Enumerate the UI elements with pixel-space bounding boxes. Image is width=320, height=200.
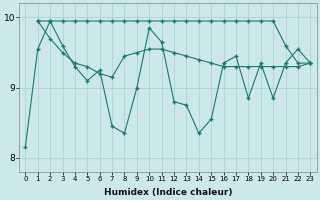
X-axis label: Humidex (Indice chaleur): Humidex (Indice chaleur) <box>104 188 232 197</box>
